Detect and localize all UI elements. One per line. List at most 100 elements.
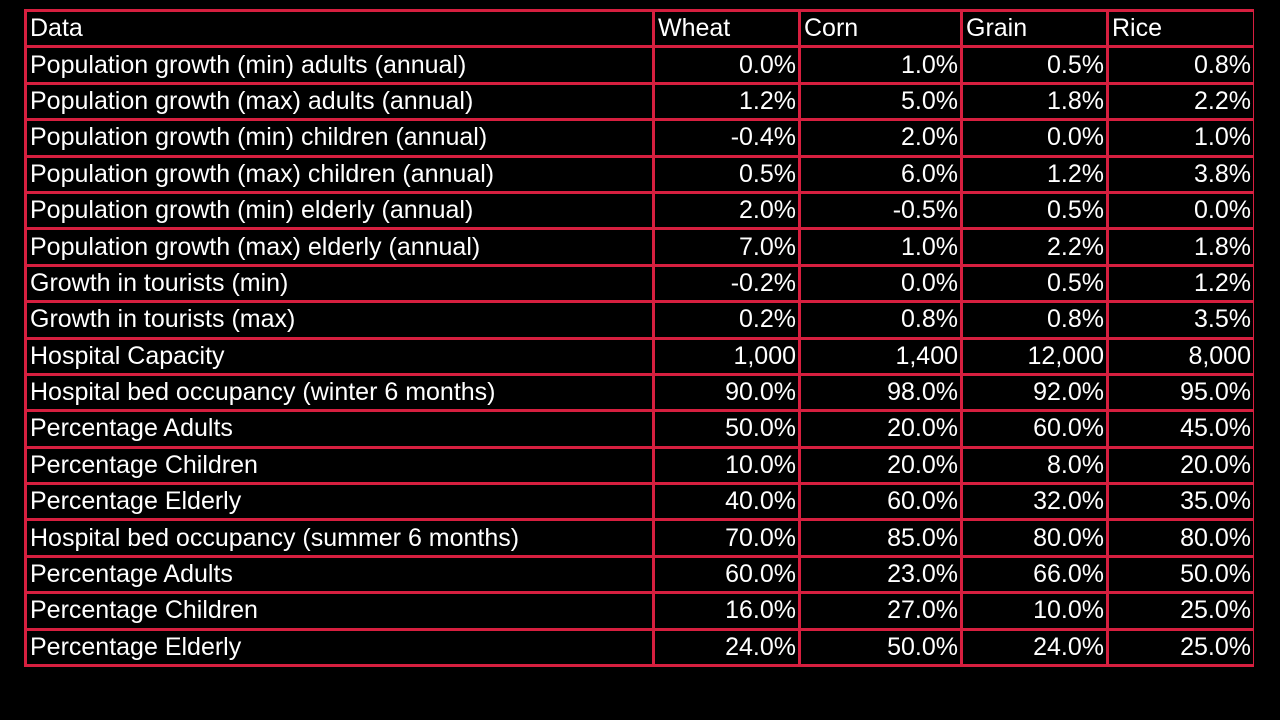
row-label-cell: Growth in tourists (min) [24, 263, 655, 304]
value-cell-wheat: 10.0% [652, 445, 801, 486]
value-cell-corn: 5.0% [798, 81, 963, 122]
value-cell-corn: 50.0% [798, 627, 963, 668]
data-table-container: Data Wheat Corn Grain Rice Population gr… [24, 9, 1254, 718]
value-cell-corn: 1.0% [798, 45, 963, 85]
value-cell-wheat: -0.4% [652, 118, 801, 158]
value-cell-grain: 0.5% [960, 45, 1109, 85]
value-cell-wheat: 0.0% [652, 45, 801, 85]
table-row: Hospital bed occupancy (winter 6 months)… [24, 372, 1254, 413]
value-cell-rice: 1.2% [1106, 263, 1254, 304]
row-label-cell: Percentage Adults [24, 554, 655, 595]
row-label-cell: Population growth (min) elderly (annual) [24, 190, 655, 231]
header-cell-rice: Rice [1106, 9, 1254, 49]
table-row: Percentage Adults 50.0% 20.0% 60.0% 45.0% [24, 409, 1254, 449]
value-cell-rice: 45.0% [1106, 409, 1254, 449]
value-cell-corn: 0.0% [798, 263, 963, 304]
row-label-cell: Population growth (min) adults (annual) [24, 45, 655, 85]
value-cell-corn: -0.5% [798, 190, 963, 231]
row-label-cell: Population growth (max) children (annual… [24, 154, 655, 194]
value-cell-wheat: 1,000 [652, 336, 801, 376]
value-cell-corn: 0.8% [798, 300, 963, 340]
value-cell-wheat: 1.2% [652, 81, 801, 122]
value-cell-grain: 92.0% [960, 372, 1109, 413]
table-row: Hospital bed occupancy (summer 6 months)… [24, 518, 1254, 558]
table-row: Growth in tourists (min) -0.2% 0.0% 0.5% 1.2… [24, 263, 1254, 304]
value-cell-grain: 0.5% [960, 263, 1109, 304]
value-cell-corn: 2.0% [798, 118, 963, 158]
value-cell-wheat: 7.0% [652, 227, 801, 267]
value-cell-wheat: 0.5% [652, 154, 801, 194]
table-row: Population growth (max) children (annual… [24, 154, 1254, 194]
value-cell-wheat: 50.0% [652, 409, 801, 449]
value-cell-rice: 25.0% [1106, 591, 1254, 631]
value-cell-corn: 20.0% [798, 409, 963, 449]
value-cell-wheat: 60.0% [652, 554, 801, 595]
value-cell-grain: 66.0% [960, 554, 1109, 595]
table-header: Data Wheat Corn Grain Rice [24, 9, 1254, 49]
table-row: Population growth (max) adults (annual) 1… [24, 81, 1254, 122]
row-label-cell: Percentage Children [24, 445, 655, 486]
value-cell-rice: 3.8% [1106, 154, 1254, 194]
table-row: Growth in tourists (max) 0.2% 0.8% 0.8% 3.5% [24, 300, 1254, 340]
header-row: Data Wheat Corn Grain Rice [24, 9, 1254, 49]
value-cell-grain: 12,000 [960, 336, 1109, 376]
value-cell-rice: 35.0% [1106, 482, 1254, 522]
value-cell-grain: 24.0% [960, 627, 1109, 668]
table-row: Percentage Adults 60.0% 23.0% 66.0% 50.0% [24, 554, 1254, 595]
value-cell-corn: 20.0% [798, 445, 963, 486]
value-cell-rice: 1.0% [1106, 118, 1254, 158]
value-cell-grain: 0.8% [960, 300, 1109, 340]
value-cell-grain: 0.5% [960, 190, 1109, 231]
value-cell-rice: 95.0% [1106, 372, 1254, 413]
table-row: Percentage Elderly 40.0% 60.0% 32.0% 35.0% [24, 482, 1254, 522]
value-cell-rice: 50.0% [1106, 554, 1254, 595]
value-cell-wheat: 24.0% [652, 627, 801, 668]
row-label-cell: Hospital Capacity [24, 336, 655, 376]
value-cell-wheat: 70.0% [652, 518, 801, 558]
table-row: Percentage Elderly 24.0% 50.0% 24.0% 25.0% [24, 627, 1254, 668]
row-label-cell: Hospital bed occupancy (winter 6 months) [24, 372, 655, 413]
value-cell-corn: 23.0% [798, 554, 963, 595]
value-cell-corn: 60.0% [798, 482, 963, 522]
value-cell-corn: 27.0% [798, 591, 963, 631]
value-cell-rice: 3.5% [1106, 300, 1254, 340]
value-cell-grain: 32.0% [960, 482, 1109, 522]
value-cell-corn: 98.0% [798, 372, 963, 413]
header-cell-wheat: Wheat [652, 9, 801, 49]
value-cell-grain: 8.0% [960, 445, 1109, 486]
row-label-cell: Percentage Elderly [24, 627, 655, 668]
value-cell-grain: 80.0% [960, 518, 1109, 558]
value-cell-rice: 80.0% [1106, 518, 1254, 558]
row-label-cell: Percentage Adults [24, 409, 655, 449]
data-table: Data Wheat Corn Grain Rice Population gr… [24, 9, 1254, 668]
value-cell-rice: 25.0% [1106, 627, 1254, 668]
value-cell-rice: 8,000 [1106, 336, 1254, 376]
table-row: Population growth (min) elderly (annual)… [24, 190, 1254, 231]
value-cell-corn: 85.0% [798, 518, 963, 558]
table-row: Population growth (max) elderly (annual)… [24, 227, 1254, 267]
value-cell-rice: 0.8% [1106, 45, 1254, 85]
value-cell-rice: 0.0% [1106, 190, 1254, 231]
row-label-cell: Percentage Children [24, 591, 655, 631]
table-body: Population growth (min) adults (annual) 0… [24, 45, 1254, 668]
row-label-cell: Hospital bed occupancy (summer 6 months) [24, 518, 655, 558]
row-label-cell: Population growth (max) adults (annual) [24, 81, 655, 122]
table-row: Percentage Children 16.0% 27.0% 10.0% 25.0% [24, 591, 1254, 631]
value-cell-wheat: 0.2% [652, 300, 801, 340]
value-cell-corn: 1.0% [798, 227, 963, 267]
value-cell-rice: 2.2% [1106, 81, 1254, 122]
value-cell-wheat: 40.0% [652, 482, 801, 522]
row-label-cell: Population growth (min) children (annual… [24, 118, 655, 158]
table-row: Hospital Capacity 1,000 1,400 12,000 8,000 [24, 336, 1254, 376]
value-cell-wheat: 16.0% [652, 591, 801, 631]
value-cell-rice: 20.0% [1106, 445, 1254, 486]
value-cell-grain: 2.2% [960, 227, 1109, 267]
header-cell-corn: Corn [798, 9, 963, 49]
row-label-cell: Percentage Elderly [24, 482, 655, 522]
value-cell-corn: 1,400 [798, 336, 963, 376]
value-cell-grain: 1.2% [960, 154, 1109, 194]
value-cell-rice: 1.8% [1106, 227, 1254, 267]
row-label-cell: Population growth (max) elderly (annual) [24, 227, 655, 267]
value-cell-wheat: -0.2% [652, 263, 801, 304]
value-cell-grain: 10.0% [960, 591, 1109, 631]
